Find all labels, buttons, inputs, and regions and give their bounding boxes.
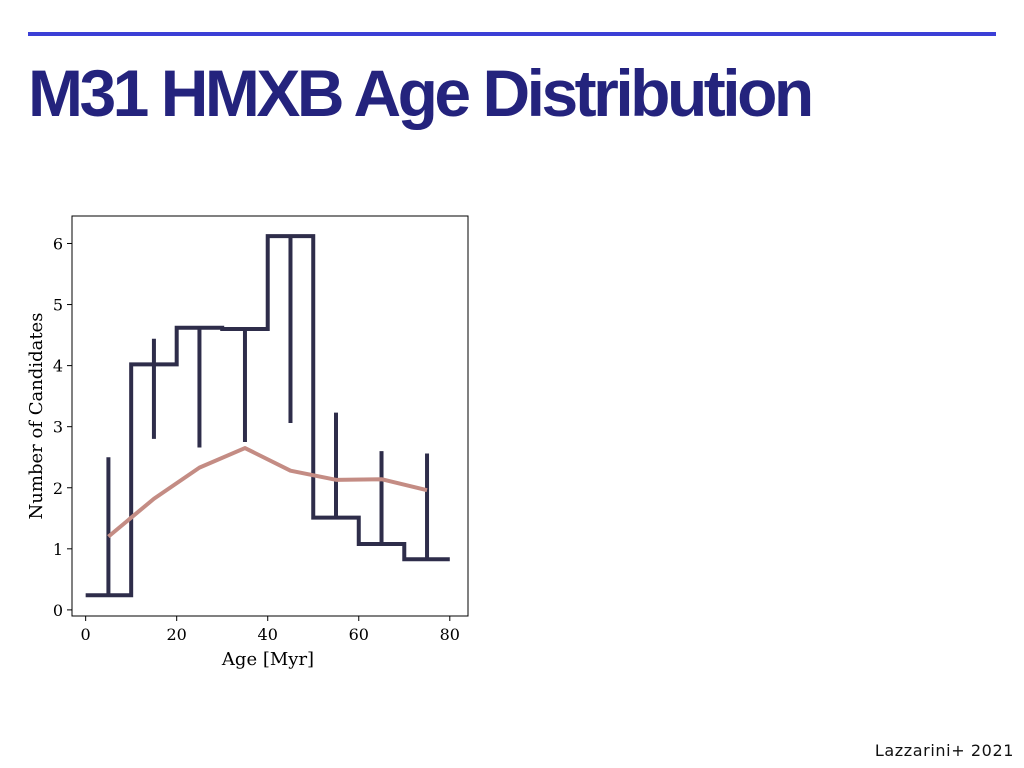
y-tick-label: 1 [53, 540, 63, 559]
x-tick-label: 80 [440, 625, 460, 644]
y-tick-label: 2 [53, 479, 63, 498]
y-tick-label: 0 [53, 601, 63, 620]
citation: Lazzarini+ 2021 [874, 741, 1014, 760]
slide-title: M31 HMXB Age Distribution [28, 56, 814, 130]
histogram-step-line [85, 234, 450, 598]
model-curve-line [107, 446, 428, 539]
plot-frame [71, 215, 469, 617]
top-accent-rule [28, 32, 996, 36]
x-tick-label: 20 [167, 625, 187, 644]
x-axis-label: Age [Myr] [221, 649, 314, 670]
x-tick-label: 0 [81, 625, 91, 644]
x-tick-label: 40 [258, 625, 278, 644]
y-tick-label: 4 [53, 357, 63, 376]
y-tick-label: 6 [53, 234, 63, 253]
y-axis-label: Number of Candidates [26, 313, 47, 520]
x-tick-label: 60 [349, 625, 369, 644]
y-tick-label: 3 [53, 418, 63, 437]
y-tick-label: 5 [53, 296, 63, 315]
